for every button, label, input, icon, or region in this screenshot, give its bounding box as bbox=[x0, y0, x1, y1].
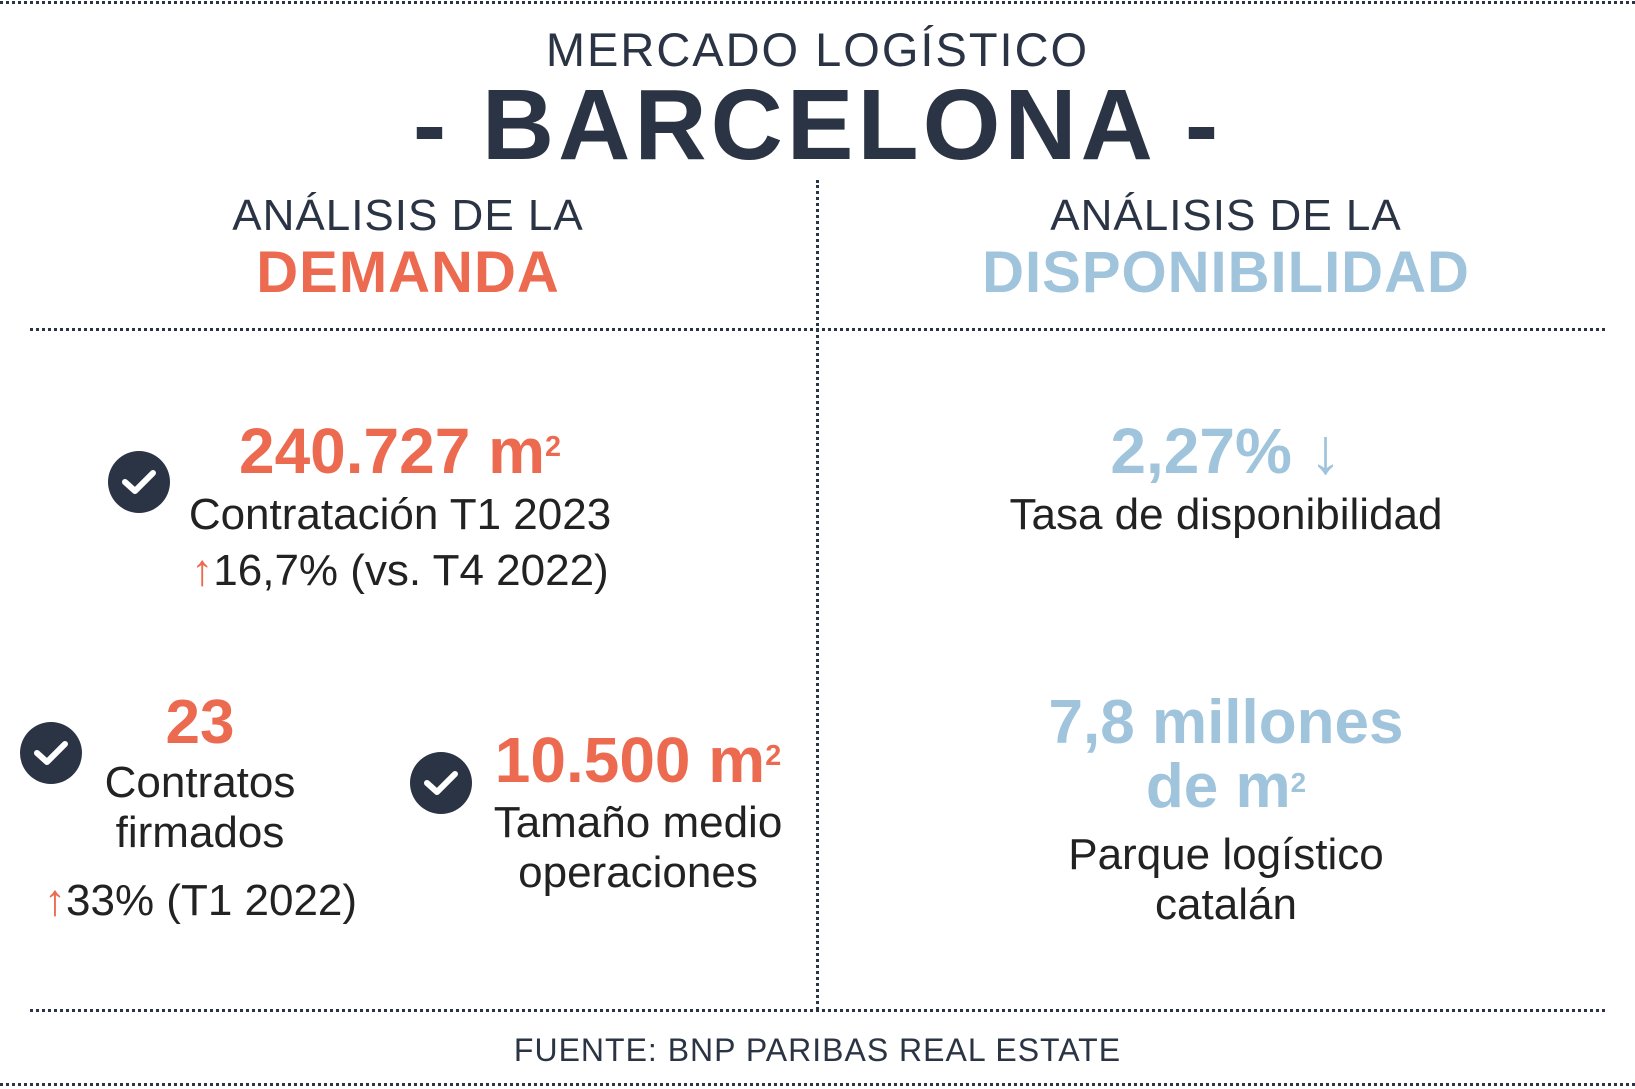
availability-heading: ANÁLISIS DE LA DISPONIBILIDAD bbox=[876, 190, 1576, 304]
contracts-label-1: Contratos bbox=[104, 758, 296, 807]
average-size-label-2: operaciones bbox=[518, 848, 758, 897]
contracting-value: 240.727 m2 bbox=[238, 415, 562, 487]
contracting-label: Contratación T1 2023 bbox=[188, 490, 612, 539]
footer-divider bbox=[30, 1009, 1605, 1012]
demand-stat-average-size: 10.500 m2 Tamaño medio operaciones bbox=[478, 722, 798, 898]
availability-stat-rate: 2,27% ↓ Tasa de disponibilidad bbox=[876, 412, 1576, 540]
demand-heading-word: DEMANDA bbox=[256, 240, 560, 305]
availability-rate-label: Tasa de disponibilidad bbox=[1009, 490, 1443, 539]
availability-rate-value: 2,27% ↓ bbox=[1110, 415, 1342, 487]
header-subtitle: MERCADO LOGÍSTICO bbox=[545, 23, 1090, 76]
availability-heading-pre: ANÁLISIS DE LA bbox=[1050, 191, 1402, 240]
contracts-value: 23 bbox=[165, 688, 235, 757]
demand-heading: ANÁLISIS DE LA DEMANDA bbox=[58, 190, 758, 304]
stock-label-2: catalán bbox=[1155, 880, 1297, 929]
average-size-label-1: Tamaño medio bbox=[493, 798, 783, 847]
contracts-change: ↑33% (T1 2022) bbox=[44, 876, 358, 925]
top-divider bbox=[0, 1, 1635, 4]
column-divider bbox=[816, 180, 819, 1010]
source-note: FUENTE: BNP PARIBAS REAL ESTATE bbox=[513, 1032, 1122, 1068]
contracting-change: ↑16,7% (vs. T4 2022) bbox=[191, 546, 609, 595]
bottom-divider bbox=[0, 1083, 1635, 1086]
check-circle-icon bbox=[20, 722, 82, 784]
check-circle-icon bbox=[410, 752, 472, 814]
contracts-label-2: firmados bbox=[115, 808, 285, 857]
average-size-value: 10.500 m2 bbox=[494, 724, 782, 796]
check-circle-icon bbox=[108, 451, 170, 513]
availability-heading-word: DISPONIBILIDAD bbox=[982, 240, 1470, 305]
arrow-up-icon: ↑ bbox=[191, 546, 214, 595]
demand-heading-pre: ANÁLISIS DE LA bbox=[232, 191, 584, 240]
demand-stat-contracts: 23 Contratos firmados bbox=[80, 688, 320, 858]
arrow-up-icon: ↑ bbox=[44, 876, 66, 925]
stock-value-2: de m2 bbox=[1145, 752, 1307, 821]
stock-label-1: Parque logístico bbox=[1068, 830, 1384, 879]
header-title: - BARCELONA - bbox=[412, 69, 1223, 181]
arrow-down-icon: ↓ bbox=[1309, 415, 1342, 487]
availability-stat-stock: 7,8 millones de m2 Parque logístico cata… bbox=[876, 692, 1576, 930]
stock-value-1: 7,8 millones bbox=[1048, 688, 1404, 757]
demand-stat-contracting: 240.727 m2 Contratación T1 2023 ↑16,7% (… bbox=[170, 412, 630, 596]
